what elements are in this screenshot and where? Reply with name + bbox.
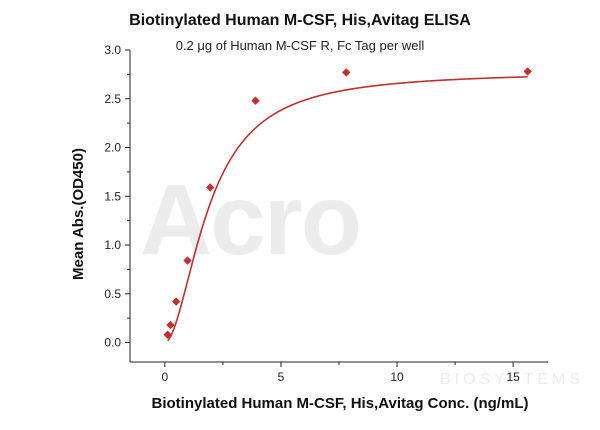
fit-curve (167, 76, 528, 342)
data-point (163, 330, 172, 339)
y-tick-label: 2.0 (104, 141, 121, 155)
data-point (251, 96, 260, 105)
data-point (205, 183, 215, 192)
y-tick-label: 1.5 (104, 189, 121, 203)
x-axis-label: Biotinylated Human M-CSF, His,Avitag Con… (152, 395, 529, 412)
y-tick-label: 2.5 (104, 92, 121, 106)
data-point (183, 256, 192, 265)
chart-title: Biotinylated Human M-CSF, His,Avitag ELI… (129, 12, 471, 29)
y-tick-label: 1.0 (104, 238, 121, 252)
fit-curve-layer (167, 76, 528, 342)
watermark-subtext: BIOSYSTEMS (440, 371, 585, 388)
watermark-logo: Acro BIOSYSTEMS (140, 170, 580, 388)
data-points-layer (163, 67, 532, 339)
x-tick-label: 5 (278, 370, 285, 384)
y-tick-label: 0.5 (104, 287, 121, 301)
data-point (523, 67, 532, 76)
x-tick-label: 10 (390, 370, 404, 384)
data-point (171, 297, 181, 306)
y-tick-label: 0.0 (104, 336, 121, 350)
data-point (342, 68, 351, 77)
x-tick-label: 0 (161, 370, 168, 384)
x-tick-label: 15 (506, 370, 520, 384)
axes: 0.0 0.5 1.0 1.5 2.0 2.5 3.0 0 5 10 15 (104, 43, 548, 384)
y-tick-label: 3.0 (104, 43, 121, 57)
y-axis-label: Mean Abs.(OD450) (70, 148, 87, 280)
data-point (166, 320, 175, 330)
chart-subtitle: 0.2 μg of Human M-CSF R, Fc Tag per well (175, 38, 425, 53)
